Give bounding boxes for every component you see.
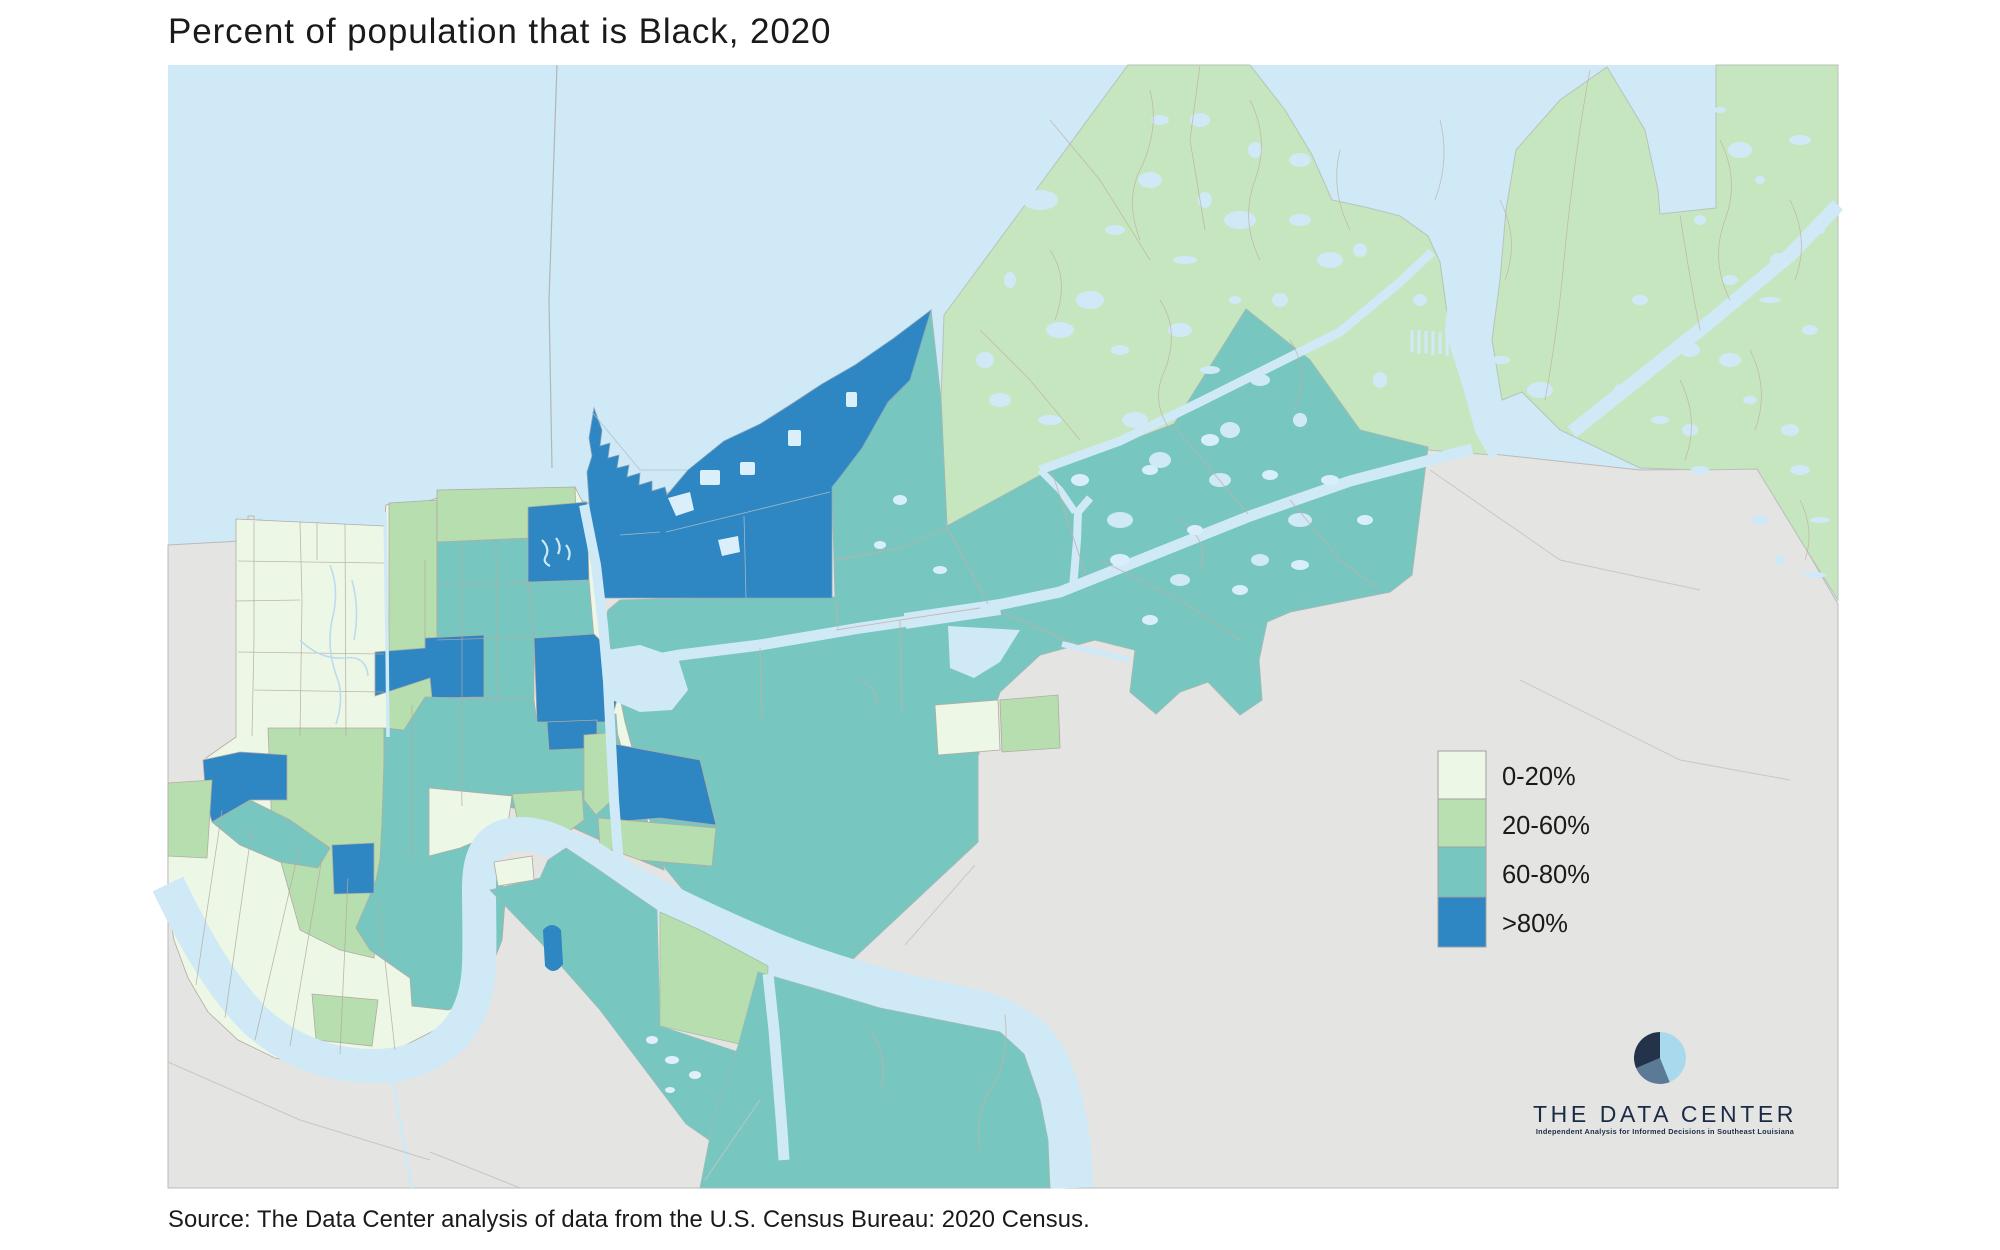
svg-text:60-80%: 60-80% xyxy=(1502,861,1590,889)
svg-text:Independent Analysis for Infor: Independent Analysis for Informed Decisi… xyxy=(1536,1127,1795,1136)
svg-text:0-20%: 0-20% xyxy=(1502,763,1576,791)
svg-text:20-60%: 20-60% xyxy=(1502,812,1590,840)
svg-text:>80%: >80% xyxy=(1502,910,1568,938)
svg-text:THE DATA CENTER: THE DATA CENTER xyxy=(1533,1101,1797,1127)
